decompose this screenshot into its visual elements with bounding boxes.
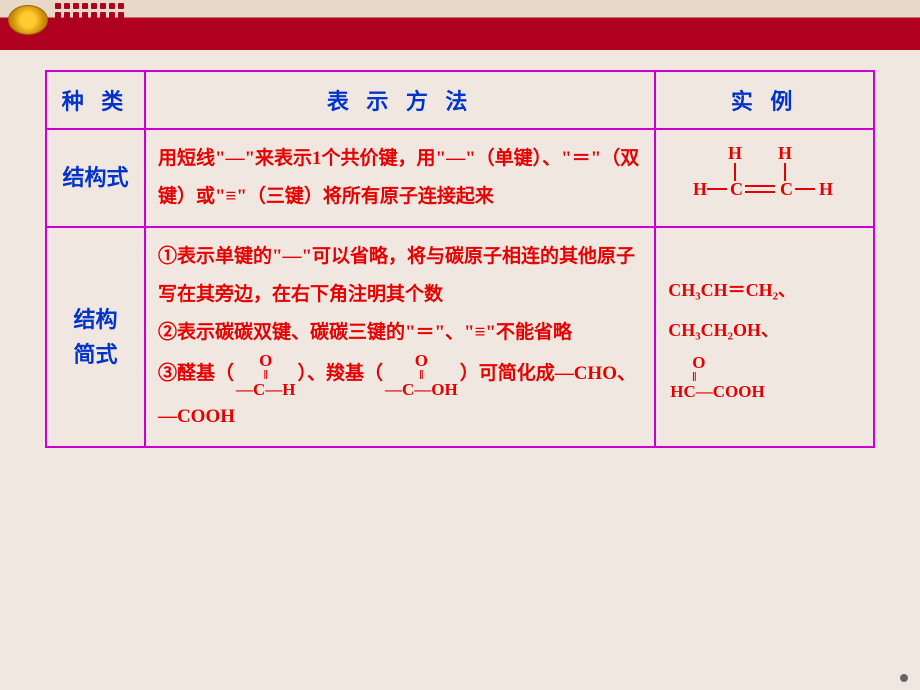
header-bar (0, 0, 920, 50)
table-row: 结构 简式 ①表示单键的"—"可以省略，将与碳原子相连的其他原子写在其旁边，在右… (46, 227, 874, 447)
header-type: 种 类 (46, 71, 145, 129)
svg-text:H: H (778, 143, 792, 163)
logo-badge (8, 5, 48, 35)
row-label-condensed: 结构 简式 (46, 227, 145, 447)
svg-text:H: H (693, 179, 707, 199)
svg-text:C: C (780, 179, 793, 199)
svg-text:C: C (730, 179, 743, 199)
carboxyl-group-icon: O ‖ —C—OH (385, 352, 458, 398)
row-label-structural: 结构式 (46, 129, 145, 227)
header-method: 表 示 方 法 (145, 71, 655, 129)
label-line2: 简式 (73, 342, 117, 367)
desc-point-3: ③醛基（ O ‖ —C—H ）、羧基（ O ‖ —C—OH ）可简化成—CHO、… (158, 352, 642, 436)
table-row: 结构式 用短线"—"来表示1个共价键，用"—"（单键）、"＝"（双键）或"≡"（… (46, 129, 874, 227)
desc-point-2: ②表示碳碳双键、碳碳三键的"＝"、"≡"不能省略 (158, 314, 642, 352)
label-line1: 结构 (73, 307, 117, 332)
example-condensed: CH₃CH＝CH₂、 CH₃CH₂OH、 O ‖ HC—COOH (655, 227, 874, 447)
ethene-structure-icon: H H H C C H (685, 143, 845, 213)
footer-dot-icon (900, 674, 908, 682)
aldehyde-group-icon: O ‖ —C—H (236, 352, 296, 398)
desc-point-1: ①表示单键的"—"可以省略，将与碳原子相连的其他原子写在其旁边，在右下角注明其个… (158, 238, 642, 314)
decorative-dots (55, 3, 124, 18)
example-propene: CH₃CH＝CH₂、 (668, 274, 861, 306)
example-glyoxylic: O ‖ HC—COOH (668, 354, 861, 400)
svg-text:H: H (728, 143, 742, 163)
svg-text:H: H (819, 179, 833, 199)
example-structural: H H H C C H (655, 129, 874, 227)
desc-condensed: ①表示单键的"—"可以省略，将与碳原子相连的其他原子写在其旁边，在右下角注明其个… (145, 227, 655, 447)
example-ethanol: CH₃CH₂OH、 (668, 314, 861, 346)
chemistry-notation-table: 种 类 表 示 方 法 实 例 结构式 用短线"—"来表示1个共价键，用"—"（… (45, 70, 875, 448)
table-header-row: 种 类 表 示 方 法 实 例 (46, 71, 874, 129)
desc-structural: 用短线"—"来表示1个共价键，用"—"（单键）、"＝"（双键）或"≡"（三键）将… (145, 129, 655, 227)
header-example: 实 例 (655, 71, 874, 129)
